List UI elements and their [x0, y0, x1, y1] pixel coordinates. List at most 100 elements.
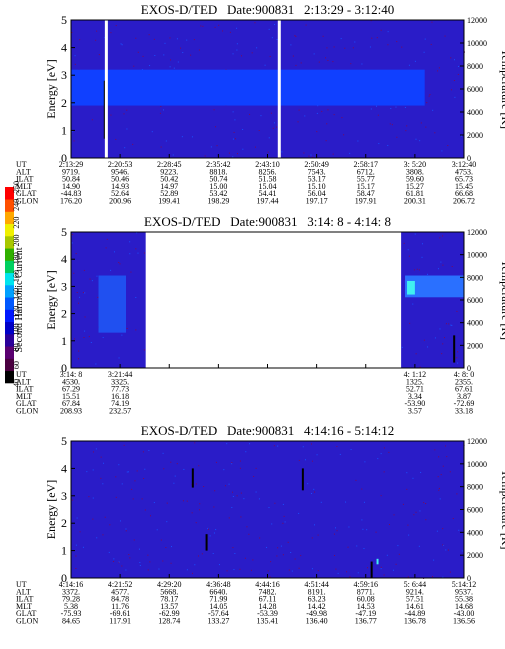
- info-cell: 67.61: [455, 385, 473, 394]
- noise-speck: [420, 122, 422, 124]
- noise-speck: [442, 343, 444, 345]
- noise-speck: [75, 253, 77, 255]
- noise-speck: [126, 471, 128, 473]
- noise-speck: [191, 136, 193, 138]
- noise-speck: [222, 30, 224, 32]
- info-row-label: GLAT: [16, 609, 37, 618]
- noise-speck: [418, 269, 420, 271]
- info-cell: 11.76: [111, 602, 129, 611]
- event-streak: [301, 468, 304, 491]
- noise-speck: [280, 545, 282, 547]
- noise-speck: [160, 106, 162, 108]
- noise-speck: [333, 533, 335, 535]
- noise-speck: [361, 63, 363, 65]
- info-cell: 54.41: [259, 189, 277, 198]
- noise-speck: [395, 563, 397, 565]
- info-cell: 6640.: [209, 587, 227, 596]
- noise-speck: [288, 569, 290, 571]
- noise-speck: [369, 46, 371, 48]
- x-tick-label: 2:13:29: [59, 160, 83, 169]
- y-axis-label: Energy [eV]: [44, 270, 58, 329]
- y-tick-label: 5: [61, 225, 67, 239]
- noise-speck: [232, 138, 234, 140]
- noise-speck: [456, 493, 458, 495]
- noise-speck: [202, 25, 204, 27]
- noise-speck: [325, 140, 327, 142]
- noise-speck: [276, 38, 278, 40]
- info-cell: 79.28: [62, 595, 80, 604]
- noise-speck: [284, 521, 286, 523]
- info-cell: -53.90: [405, 399, 426, 408]
- info-cell: 53.17: [308, 175, 326, 184]
- noise-speck: [271, 37, 273, 39]
- noise-speck: [239, 460, 241, 462]
- noise-speck: [424, 38, 426, 40]
- noise-speck: [314, 491, 316, 493]
- noise-speck: [186, 39, 188, 41]
- info-cell: 58.47: [357, 189, 375, 198]
- noise-speck: [129, 557, 131, 559]
- info-cell: 9223.: [160, 167, 178, 176]
- noise-speck: [305, 24, 307, 26]
- noise-speck: [141, 69, 143, 71]
- noise-speck: [371, 37, 373, 39]
- panels: EXOS-D/TED Date:900831 2:13:29 - 3:12:40…: [16, 2, 505, 626]
- noise-speck: [83, 337, 85, 339]
- noise-speck: [121, 483, 123, 485]
- noise-speck: [212, 552, 214, 554]
- noise-speck: [415, 138, 417, 140]
- noise-speck: [460, 135, 462, 137]
- noise-speck: [250, 569, 252, 571]
- noise-speck: [308, 155, 310, 157]
- info-row-label: GLAT: [16, 189, 37, 198]
- info-cell: -62.99: [159, 609, 180, 618]
- noise-speck: [231, 463, 233, 465]
- noise-speck: [438, 487, 440, 489]
- info-cell: 51.58: [259, 175, 277, 184]
- noise-speck: [138, 548, 140, 550]
- noise-speck: [149, 561, 151, 563]
- noise-speck: [407, 576, 409, 578]
- noise-speck: [135, 248, 137, 250]
- noise-speck: [118, 464, 120, 466]
- info-cell: 5.38: [64, 602, 78, 611]
- info-cell: 14.90: [62, 182, 80, 191]
- noise-speck: [326, 123, 328, 125]
- noise-speck: [268, 28, 270, 30]
- noise-speck: [300, 62, 302, 64]
- noise-speck: [356, 545, 358, 547]
- emission-band: [407, 280, 415, 295]
- colorbar-swatch: [5, 211, 14, 225]
- info-cell: 4530.: [62, 377, 80, 386]
- noise-speck: [401, 46, 403, 48]
- noise-speck: [380, 568, 382, 570]
- y-right-tick-label: 8000: [467, 273, 483, 282]
- noise-speck: [133, 539, 135, 541]
- y-right-tick-label: 4000: [467, 319, 483, 328]
- info-cell: 208.93: [60, 407, 82, 416]
- noise-speck: [406, 472, 408, 474]
- noise-speck: [428, 95, 430, 97]
- info-cell: 78.17: [160, 595, 178, 604]
- info-cell: 5668.: [160, 587, 178, 596]
- info-cell: 50.42: [160, 175, 178, 184]
- noise-speck: [166, 521, 168, 523]
- noise-speck: [164, 42, 166, 44]
- noise-speck: [170, 461, 172, 463]
- spectrogram-panel: EXOS-D/TED Date:900831 4:14:16 - 5:14:12…: [16, 423, 505, 626]
- noise-speck: [269, 576, 271, 578]
- info-cell: -72.69: [454, 399, 475, 408]
- noise-speck: [454, 96, 456, 98]
- noise-speck: [269, 55, 271, 57]
- info-cell: 15.27: [406, 182, 424, 191]
- noise-speck: [421, 243, 423, 245]
- y-tick-label: 0: [61, 571, 67, 585]
- noise-speck: [139, 561, 141, 563]
- noise-speck: [200, 25, 202, 27]
- y-tick-label: 3: [61, 489, 67, 503]
- noise-speck: [73, 140, 75, 142]
- x-tick-label: 4: 8: 0: [454, 370, 474, 379]
- noise-speck: [317, 105, 319, 107]
- noise-speck: [350, 63, 352, 65]
- noise-speck: [370, 20, 372, 22]
